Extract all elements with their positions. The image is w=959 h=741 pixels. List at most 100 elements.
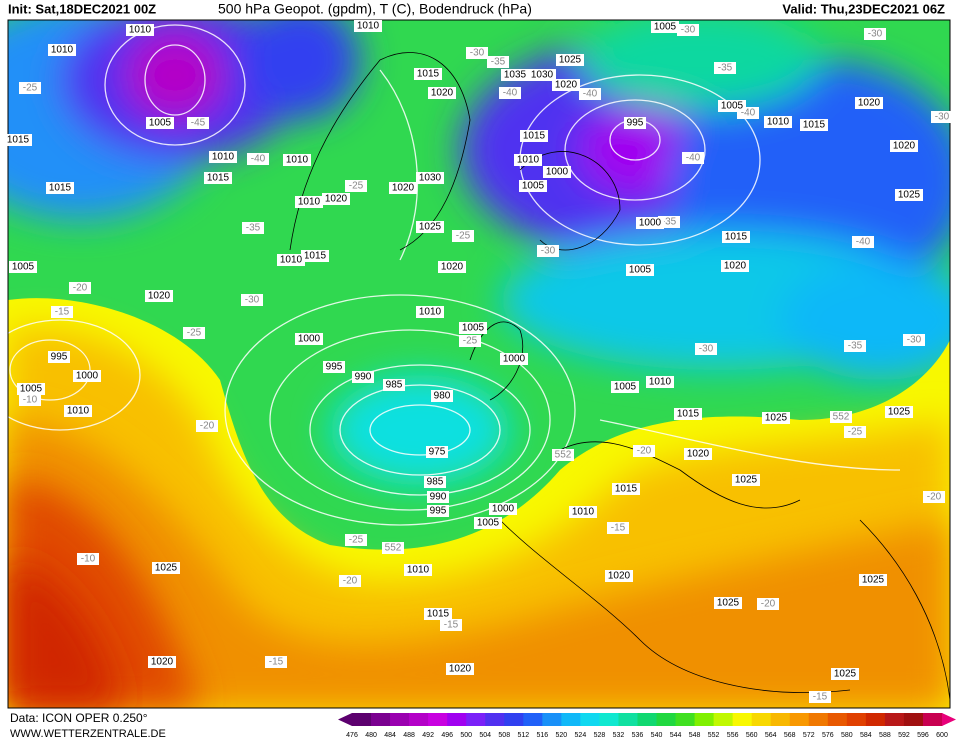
colorbar-cell [732, 713, 753, 726]
pressure-label-box [732, 474, 760, 486]
temperature-label: -40 [686, 153, 701, 164]
pressure-label-box [64, 405, 92, 417]
temperature-label-box [682, 152, 704, 164]
colorbar-cell [599, 713, 619, 726]
pressure-label: 995 [51, 352, 68, 363]
pressure-label: 1020 [893, 141, 916, 152]
pressure-label-box [414, 68, 442, 80]
pressure-label-box [4, 134, 32, 146]
init-time: Init: Sat,18DEC2021 00Z [8, 1, 156, 16]
temperature-label: 552 [833, 412, 850, 423]
pressure-label: 1025 [559, 55, 582, 66]
temperature-label: -10 [23, 395, 38, 406]
pressure-label-box [301, 250, 329, 262]
colorbar-tick-label: 540 [651, 732, 663, 739]
pressure-label-box [424, 476, 446, 488]
pressure-label-box [626, 264, 654, 276]
pressure-label-box [146, 117, 174, 129]
temperature-label-box [864, 28, 886, 40]
pressure-label: 1005 [149, 118, 172, 129]
pressure-label: 990 [430, 492, 447, 503]
pressure-label: 1020 [687, 449, 710, 460]
pressure-label-box [501, 69, 529, 81]
pressure-label: 1020 [449, 664, 472, 675]
pressure-label: 1025 [862, 575, 885, 586]
pressure-label-box [383, 379, 405, 391]
pressure-label: 990 [355, 372, 372, 383]
colorbar-cell [808, 713, 829, 726]
pressure-label: 1005 [629, 265, 652, 276]
temperature-label: -35 [848, 341, 863, 352]
pressure-label: 1000 [298, 334, 321, 345]
pressure-label-box [352, 371, 374, 383]
temperature-label-box [382, 542, 404, 554]
pressure-label: 975 [429, 447, 446, 458]
pressure-label: 1010 [357, 21, 380, 32]
pressure-label-box [152, 562, 180, 574]
pressure-label-box [718, 100, 746, 112]
colorbar-tick-label: 548 [689, 732, 701, 739]
temperature-label-box [844, 426, 866, 438]
pressure-label: 1005 [477, 518, 500, 529]
pressure-label: 1010 [286, 155, 309, 166]
pressure-label: 1010 [67, 406, 90, 417]
site: WWW.WETTERZENTRALE.DE [10, 728, 166, 740]
pressure-label-box [636, 217, 664, 229]
pressure-label: 1025 [898, 190, 921, 201]
pressure-label-box [519, 180, 547, 192]
pressure-label: 1015 [677, 409, 700, 420]
temperature-label-box [265, 656, 287, 668]
temperature-label: -30 [541, 246, 556, 257]
pressure-label: 1025 [834, 669, 857, 680]
pressure-label-box [514, 154, 542, 166]
pressure-label: 1010 [517, 155, 540, 166]
pressure-label: 980 [434, 391, 451, 402]
temperature-label: -35 [491, 57, 506, 68]
temperature-label-box [196, 420, 218, 432]
temperature-label-box [247, 153, 269, 165]
pressure-label-box [528, 69, 556, 81]
colorbar-tick-label: 556 [727, 732, 739, 739]
pressure-label: 1010 [407, 565, 430, 576]
pressure-label: 1000 [503, 354, 526, 365]
pressure-label: 985 [386, 380, 403, 391]
pressure-label: 995 [627, 118, 644, 129]
colorbar-tick-label: 600 [936, 732, 948, 739]
pressure-label-box [424, 608, 452, 620]
temperature-label-box [607, 522, 629, 534]
pressure-label-box [295, 196, 323, 208]
pressure-label: 1020 [151, 657, 174, 668]
temperature-label: -20 [73, 283, 88, 294]
colorbar-cell [770, 713, 791, 726]
pressure-label: 1020 [392, 183, 415, 194]
pressure-label-box [322, 193, 350, 205]
pressure-label: 985 [427, 477, 444, 488]
colorbar-tick-label: 544 [670, 732, 682, 739]
temperature-label: -20 [200, 421, 215, 432]
colorbar-tick-label: 504 [479, 732, 491, 739]
pressure-label: 1035 [504, 70, 527, 81]
pressure-label-box [73, 370, 101, 382]
pressure-label-box [426, 446, 448, 458]
temperature-label-box [466, 47, 488, 59]
colorbar-tick-label: 508 [498, 732, 510, 739]
colorbar-tick-label: 592 [898, 732, 910, 739]
colorbar-cell [751, 713, 772, 726]
colorbar-cell [428, 713, 448, 726]
pressure-label: 1000 [639, 218, 662, 229]
colorbar-cell [542, 713, 562, 726]
pressure-label-box [855, 97, 883, 109]
pressure-label: 1020 [325, 194, 348, 205]
pressure-label: 1020 [555, 80, 578, 91]
temperature-label: -40 [251, 154, 266, 165]
colorbar-cell [903, 713, 924, 726]
pressure-label-box [427, 505, 449, 517]
colorbar-arrow [942, 713, 956, 726]
colorbar-cell [827, 713, 848, 726]
temperature-label: -30 [470, 48, 485, 59]
temperature-label: -30 [935, 112, 950, 123]
pressure-label: 995 [430, 506, 447, 517]
colorbar-tick-label: 596 [917, 732, 929, 739]
pressure-label-box [489, 503, 517, 515]
colorbar-cell [504, 713, 524, 726]
